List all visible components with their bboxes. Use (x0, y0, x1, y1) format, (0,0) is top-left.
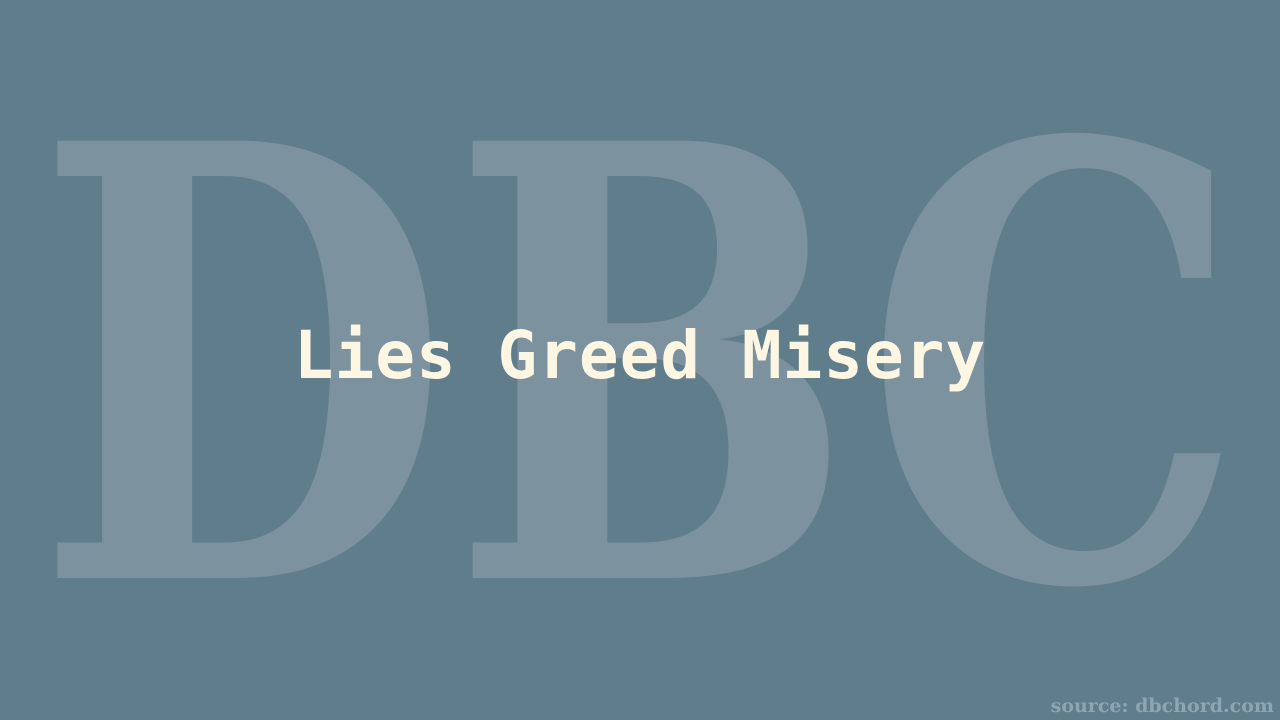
source-credit: source: dbchord.com (1050, 695, 1274, 717)
watermark-text: DBC (35, 15, 1245, 720)
song-title: Lies Greed Misery (293, 317, 987, 394)
